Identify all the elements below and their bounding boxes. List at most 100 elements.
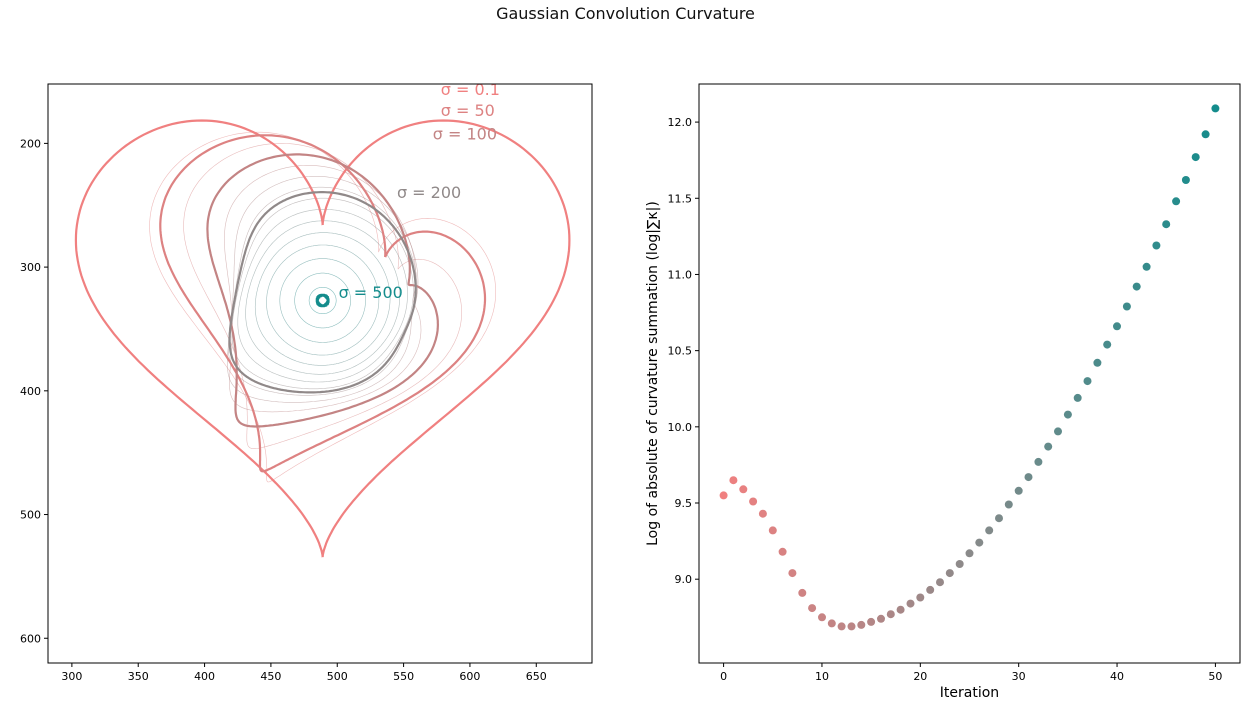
data-point-48	[1191, 153, 1200, 162]
right-y-tick-label: 11.0	[668, 268, 693, 281]
data-point-42	[1132, 282, 1141, 291]
data-point-41	[1122, 302, 1131, 311]
left-y-tick-label: 500	[20, 509, 41, 522]
data-point-21	[926, 585, 935, 594]
thin-contour-6	[228, 186, 418, 396]
data-point-1	[729, 476, 738, 485]
data-point-5	[768, 526, 777, 535]
right-y-tick-label: 9.5	[675, 497, 693, 510]
data-point-33	[1044, 442, 1053, 451]
data-point-14	[857, 620, 866, 629]
data-point-16	[877, 614, 885, 623]
thin-contour-14	[308, 287, 337, 314]
sigma-label-3: σ = 200	[397, 183, 461, 202]
outline-sigma-200	[228, 191, 417, 394]
thin-contour-8	[237, 208, 408, 383]
left-x-ticks: 300 350 400 450 500 550 600 650	[61, 663, 547, 683]
sigma-label-0: σ = 0.1	[441, 80, 500, 99]
data-point-31	[1024, 473, 1033, 482]
data-point-17	[886, 610, 895, 619]
right-y-tick-label: 10.0	[668, 421, 693, 434]
thin-contour-9	[245, 220, 400, 375]
data-point-19	[906, 599, 915, 608]
thin-contour-11	[266, 244, 380, 356]
outline-sigma-500	[315, 293, 330, 308]
sigma-labels: σ = 0.1 σ = 50 σ = 100 σ = 200 σ = 500	[339, 80, 500, 302]
right-y-tick-label: 9.0	[675, 573, 693, 586]
data-point-37	[1083, 377, 1092, 386]
data-point-43	[1142, 262, 1151, 271]
right-y-tick-label: 12.0	[668, 116, 693, 129]
data-point-13	[847, 622, 856, 631]
outline-sigma-50	[159, 134, 487, 473]
outline-sigma-100	[206, 153, 440, 428]
data-point-32	[1034, 457, 1043, 466]
data-point-44	[1152, 241, 1161, 250]
right-x-tick-label: 10	[815, 670, 829, 683]
thin-contour-5	[227, 176, 419, 403]
left-axes-frame	[47, 83, 593, 664]
right-x-ticks: 0 10 20 30 40 50	[720, 663, 1222, 683]
left-y-tick-label: 600	[20, 632, 41, 645]
data-point-7	[788, 569, 797, 578]
left-x-tick-label: 350	[128, 670, 149, 683]
left-x-tick-label: 450	[260, 670, 281, 683]
data-point-20	[916, 593, 925, 602]
data-point-10	[818, 613, 826, 622]
thin-contour-4	[223, 165, 422, 413]
data-point-38	[1093, 358, 1102, 367]
data-point-8	[798, 588, 807, 597]
data-point-6	[778, 547, 787, 556]
left-x-tick-label: 500	[327, 670, 348, 683]
sigma-label-1: σ = 50	[441, 101, 495, 120]
sigma-label-4: σ = 500	[339, 283, 403, 302]
data-point-9	[808, 604, 817, 613]
left-y-tick-label: 400	[20, 385, 41, 398]
data-point-29	[1004, 500, 1013, 509]
data-point-27	[985, 526, 994, 535]
data-point-34	[1054, 427, 1062, 436]
data-point-50	[1211, 104, 1220, 113]
data-point-12	[837, 622, 846, 631]
left-x-tick-label: 600	[459, 670, 480, 683]
thin-contour-10	[254, 232, 391, 366]
right-x-axis-label: Iteration	[940, 685, 999, 701]
data-point-15	[867, 617, 876, 626]
data-point-40	[1113, 322, 1121, 331]
right-x-tick-label: 30	[1012, 670, 1026, 683]
left-y-ticks: 200 300 400 500 600	[20, 137, 48, 645]
data-point-36	[1073, 393, 1082, 402]
figure-title: Gaussian Convolution Curvature	[496, 4, 755, 23]
data-point-25	[965, 549, 974, 558]
scatter-points	[719, 104, 1220, 631]
data-point-24	[955, 560, 964, 568]
thin-contour-2	[183, 143, 462, 449]
thin-contour-1	[149, 131, 496, 483]
data-point-47	[1181, 176, 1190, 184]
left-x-tick-label: 650	[526, 670, 547, 683]
curvature-scatter-panel: 0 10 20 30 40 50 9.0 9.5 10.0 10.5 11.0 11.5 12.0 I…	[645, 83, 1241, 701]
sigma-label-2: σ = 100	[433, 125, 497, 144]
data-point-30	[1014, 486, 1023, 495]
data-point-4	[758, 509, 767, 518]
data-point-26	[975, 538, 984, 547]
right-y-axis-label: Log of absolute of curvature summation (…	[645, 201, 661, 546]
left-x-tick-label: 300	[61, 670, 82, 683]
right-x-tick-label: 0	[720, 670, 727, 683]
data-point-2	[739, 485, 748, 494]
data-point-45	[1162, 220, 1171, 229]
data-point-49	[1201, 130, 1210, 139]
data-point-28	[995, 514, 1003, 523]
data-point-0	[719, 491, 728, 500]
right-x-tick-label: 20	[913, 670, 927, 683]
data-point-35	[1063, 410, 1072, 419]
left-x-tick-label: 550	[393, 670, 414, 683]
right-y-tick-label: 11.5	[668, 192, 693, 205]
thin-contour-13	[294, 272, 351, 329]
data-point-46	[1172, 197, 1181, 206]
right-x-tick-label: 40	[1110, 670, 1124, 683]
outline-sigma-0-1	[74, 119, 571, 558]
data-point-3	[749, 497, 758, 506]
data-point-11	[827, 619, 836, 628]
right-y-tick-label: 10.5	[668, 345, 693, 358]
